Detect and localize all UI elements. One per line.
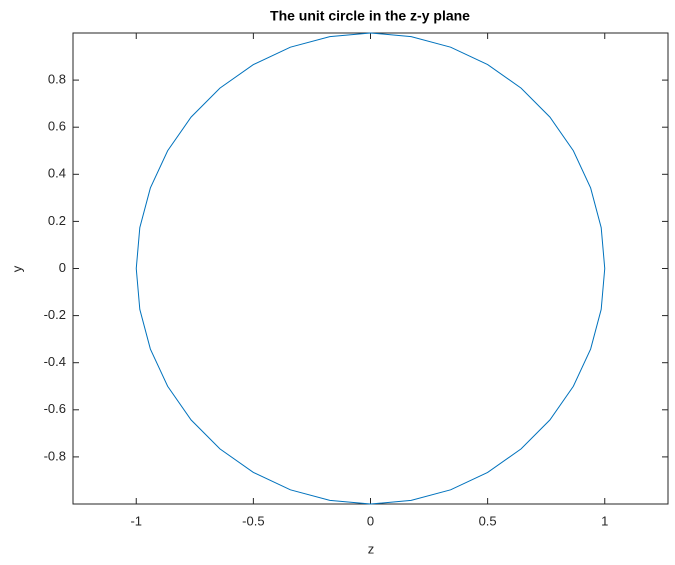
y-tick-label: -0.2 xyxy=(44,307,66,322)
x-tick-label: -1 xyxy=(130,513,142,528)
y-tick-label: 0.2 xyxy=(48,213,66,228)
y-tick-label: -0.6 xyxy=(44,401,66,416)
axes-box xyxy=(72,32,669,505)
y-tick-label: -0.8 xyxy=(44,448,66,463)
y-tick-label: 0 xyxy=(59,260,66,275)
y-tick-label: 0.4 xyxy=(48,166,66,181)
x-tick-label: 0.5 xyxy=(479,513,497,528)
x-tick-label: -0.5 xyxy=(242,513,264,528)
circle-line xyxy=(135,32,606,505)
y-tick-label: 0.8 xyxy=(48,72,66,87)
y-tick-label: 0.6 xyxy=(48,119,66,134)
x-tick-label: 1 xyxy=(601,513,608,528)
y-tick-label: -0.4 xyxy=(44,354,66,369)
y-axis-label: y xyxy=(9,265,24,272)
x-tick-label: 0 xyxy=(367,513,374,528)
chart-title: The unit circle in the z-y plane xyxy=(270,8,470,24)
x-axis-label: z xyxy=(368,541,375,556)
